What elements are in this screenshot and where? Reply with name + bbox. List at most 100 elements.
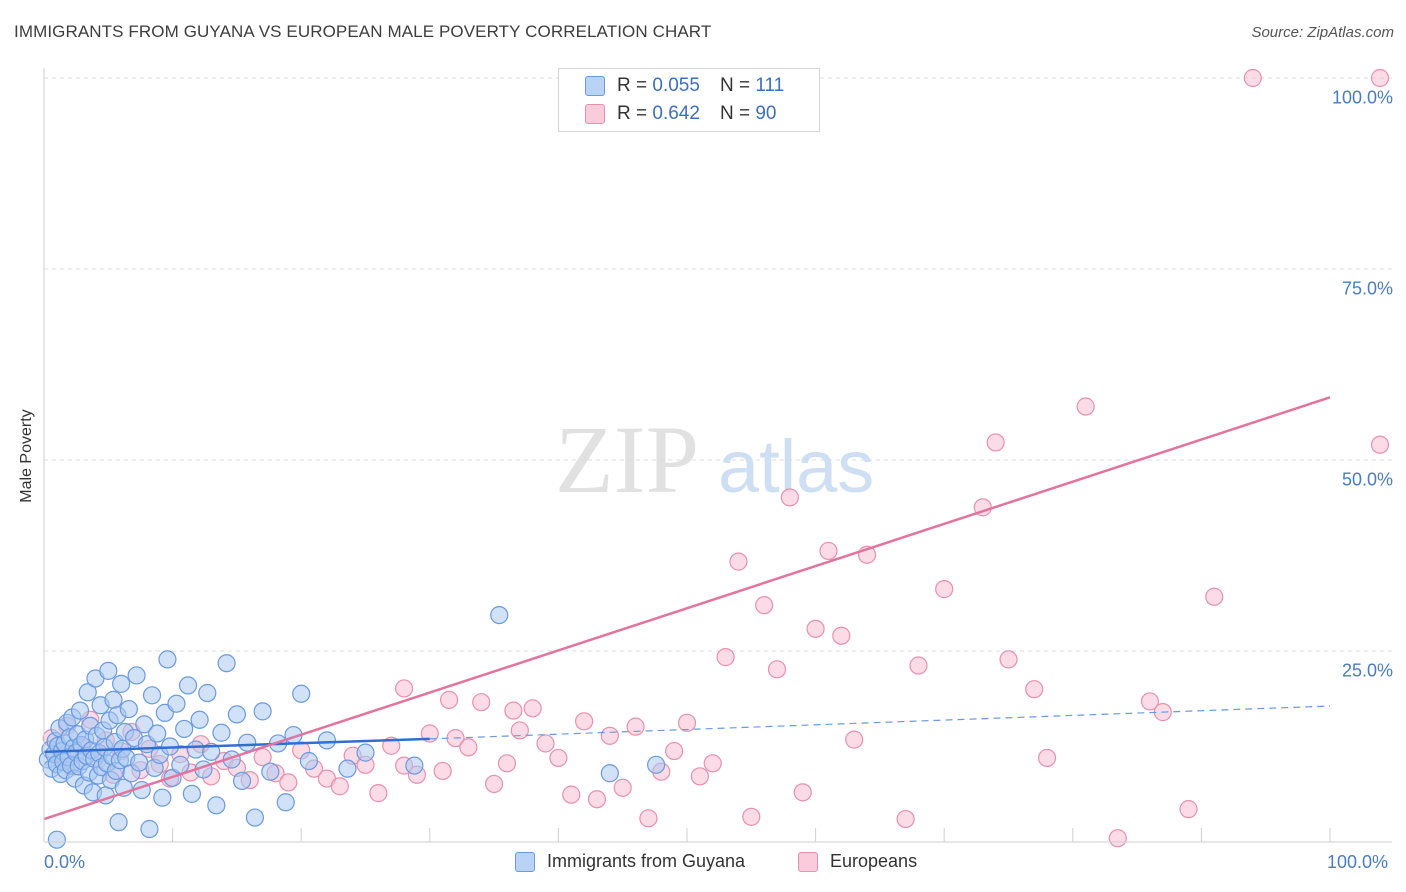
r-label: R =: [617, 75, 648, 96]
guyana-point: [292, 684, 311, 703]
guyana-point: [104, 690, 123, 709]
europeans-point: [549, 748, 568, 768]
europeans-point: [1370, 435, 1390, 454]
legend-label-europeans: Europeans: [830, 851, 918, 871]
europeans-point: [819, 541, 838, 561]
guyana-point: [130, 753, 149, 772]
guyana-point: [276, 793, 295, 812]
europeans-trend-line: [43, 396, 1331, 821]
europeans-point: [1140, 692, 1160, 711]
guyana-point: [109, 813, 128, 832]
europeans-point: [472, 693, 491, 712]
guyana-point: [207, 796, 226, 815]
guyana-point: [647, 755, 666, 774]
europeans-point: [909, 656, 928, 675]
x-tick-label-min: 0.0%: [44, 852, 86, 872]
europeans-point: [845, 730, 864, 749]
guyana-point: [148, 724, 167, 743]
guyana-point: [356, 743, 375, 762]
europeans-point: [394, 679, 414, 698]
guyana-point: [600, 764, 619, 783]
europeans-point: [716, 648, 735, 667]
grid-lines: [44, 77, 1392, 652]
guyana-point: [253, 702, 272, 721]
guyana-point: [198, 683, 217, 703]
guyana-point: [47, 830, 66, 849]
guyana-point: [190, 710, 209, 729]
guyana-point: [405, 756, 424, 775]
guyana-point: [175, 719, 194, 739]
europeans-point: [439, 690, 459, 709]
europeans-point: [832, 626, 851, 645]
europeans-point: [999, 650, 1018, 669]
guyana-point: [338, 759, 357, 778]
guyana-point: [178, 676, 198, 695]
europeans-point: [896, 809, 915, 829]
r-value: 0.642: [652, 103, 700, 124]
guyana-point: [299, 751, 319, 771]
correlation-row-guyana: R = 0.055 N = 111: [559, 74, 784, 98]
r-value: 0.055: [652, 75, 700, 96]
guyana-point: [99, 661, 118, 680]
n-value: 111: [755, 75, 785, 96]
n-label: N =: [719, 103, 751, 124]
europeans-point: [1025, 680, 1044, 699]
guyana-point: [119, 699, 138, 719]
guyana-point: [186, 740, 205, 759]
europeans-point: [600, 726, 619, 745]
europeans-point: [767, 660, 787, 679]
guyana-point: [490, 605, 509, 625]
europeans-point: [665, 741, 684, 761]
correlation-legend: R = 0.055 N = 111 R = 0.642 N = 90: [558, 68, 820, 132]
europeans-point: [986, 433, 1005, 452]
y-tick-label: 50.0%: [1341, 469, 1393, 490]
europeans-point: [1243, 68, 1262, 88]
trend-lines: [43, 396, 1331, 821]
europeans-point: [536, 734, 555, 753]
guyana-points: [38, 605, 666, 849]
europeans-point: [690, 767, 709, 786]
legend-item-europeans[interactable]: Europeans: [798, 851, 917, 872]
europeans-point: [504, 701, 523, 720]
guyana-point: [232, 771, 252, 790]
legend-swatch-guyana: [515, 851, 535, 872]
watermark-zip: ZIP: [555, 406, 699, 513]
axes: [43, 68, 1392, 843]
guyana-point: [142, 686, 162, 705]
guyana-point: [112, 674, 131, 693]
europeans-point: [497, 754, 517, 773]
guyana-point: [245, 808, 265, 827]
guyana-point: [317, 731, 337, 750]
guyana-point: [261, 762, 280, 781]
europeans-point: [1370, 68, 1390, 88]
europeans-point: [279, 773, 298, 792]
n-value: 90: [755, 103, 777, 124]
guyana-point: [217, 654, 236, 673]
legend-item-guyana[interactable]: Immigrants from Guyana: [515, 851, 745, 872]
europeans-point: [703, 754, 722, 773]
europeans-point: [780, 488, 799, 507]
y-tick-label: 75.0%: [1341, 278, 1393, 299]
europeans-point: [613, 778, 632, 797]
guyana-swatch: [585, 76, 605, 96]
europeans-point: [1108, 829, 1127, 848]
europeans-point: [729, 552, 748, 571]
europeans-points: [42, 68, 1390, 848]
europeans-point: [1179, 800, 1198, 819]
europeans-point: [485, 774, 504, 794]
guyana-point: [140, 819, 159, 839]
y-tick-label: 25.0%: [1341, 660, 1393, 681]
europeans-point: [459, 738, 478, 757]
legend-label-guyana: Immigrants from Guyana: [547, 851, 746, 871]
guyana-point: [167, 694, 186, 713]
europeans-point: [677, 713, 697, 732]
europeans-point: [510, 721, 529, 740]
x-tick-label-max: 100.0%: [1327, 852, 1389, 872]
europeans-point: [755, 596, 774, 615]
y-tick-label: 100.0%: [1331, 87, 1393, 108]
europeans-point: [369, 784, 388, 803]
chart-title: IMMIGRANTS FROM GUYANA VS EUROPEAN MALE …: [14, 22, 712, 41]
r-label: R =: [617, 103, 648, 124]
watermark: ZIP atlas: [555, 406, 874, 513]
guyana-point: [171, 755, 190, 774]
